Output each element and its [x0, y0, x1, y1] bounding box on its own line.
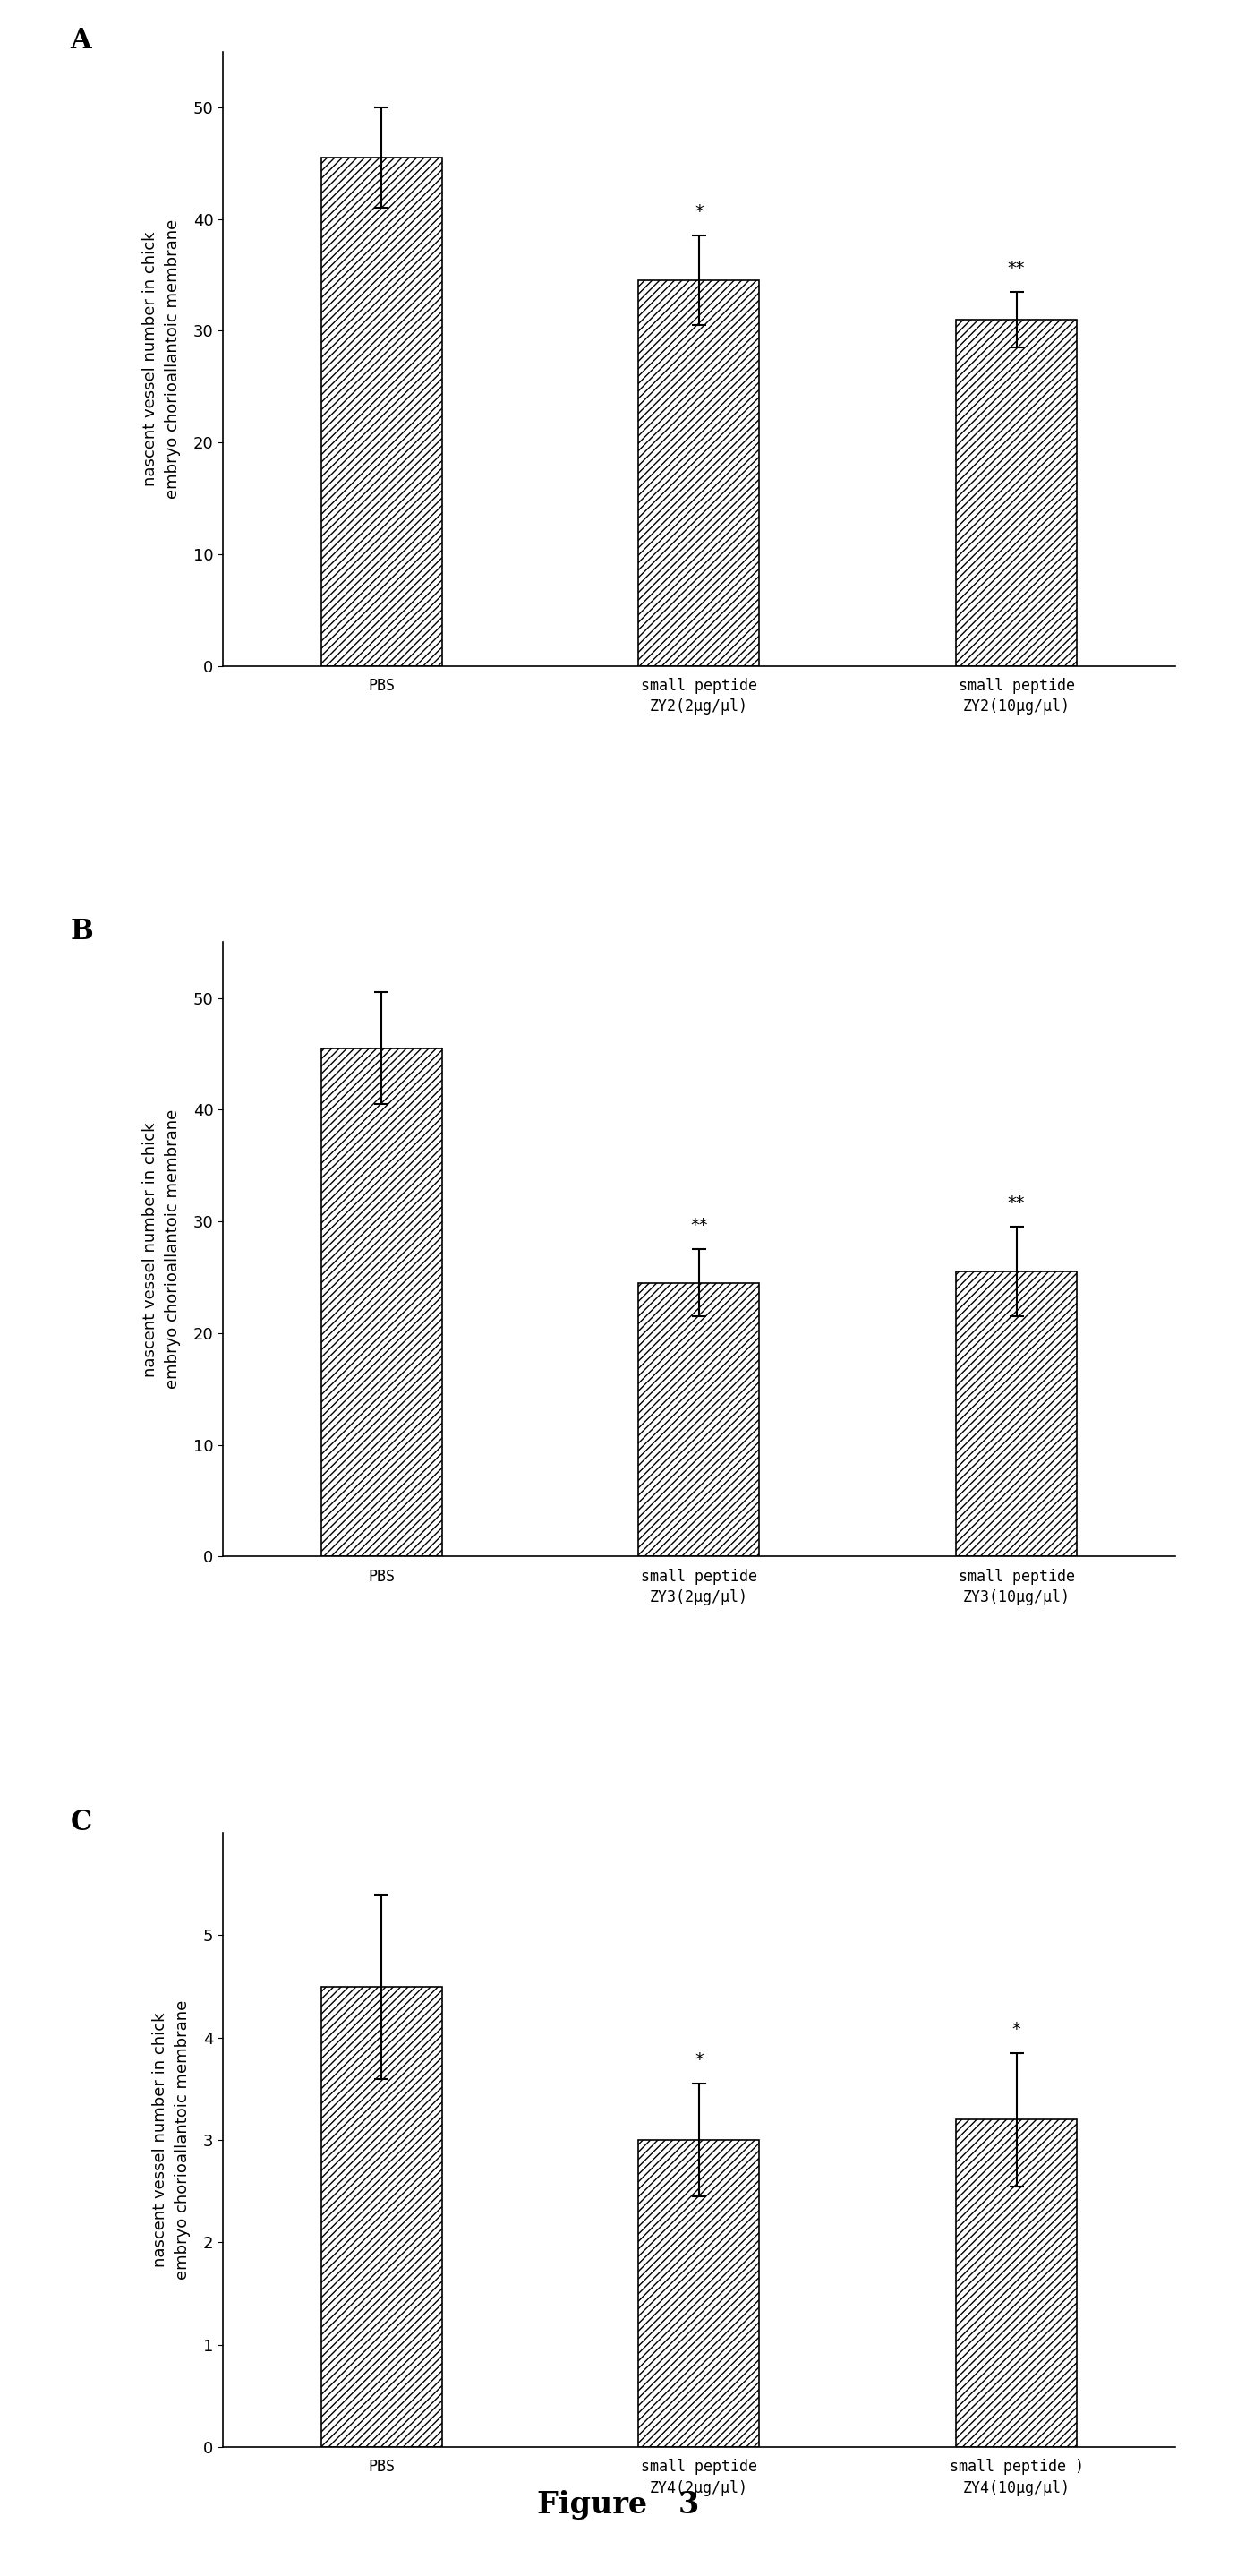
Y-axis label: nascent vessel number in chick
embryo chorioallantoic membrane: nascent vessel number in chick embryo ch… [142, 219, 181, 497]
Bar [638, 2141, 760, 2447]
Text: B: B [71, 917, 93, 945]
Bar [638, 1283, 760, 1556]
Y-axis label: nascent vessel number in chick
embryo chorioallantoic membrane: nascent vessel number in chick embryo ch… [142, 1110, 181, 1388]
Bar [322, 157, 442, 665]
Text: A: A [71, 26, 92, 54]
Text: Figure   3: Figure 3 [537, 2491, 700, 2519]
Text: *: * [1012, 2020, 1021, 2038]
Bar [956, 319, 1076, 665]
Text: C: C [71, 1808, 92, 1837]
Text: *: * [694, 2050, 704, 2069]
Bar [322, 1048, 442, 1556]
Y-axis label: nascent vessel number in chick
embryo chorioallantoic membrane: nascent vessel number in chick embryo ch… [152, 2002, 190, 2280]
Bar [956, 2120, 1076, 2447]
Text: **: ** [1008, 260, 1025, 276]
Text: **: ** [1008, 1195, 1025, 1211]
Text: **: ** [690, 1216, 708, 1234]
Bar [322, 1986, 442, 2447]
Bar [956, 1273, 1076, 1556]
Text: *: * [694, 204, 704, 222]
Bar [638, 281, 760, 665]
